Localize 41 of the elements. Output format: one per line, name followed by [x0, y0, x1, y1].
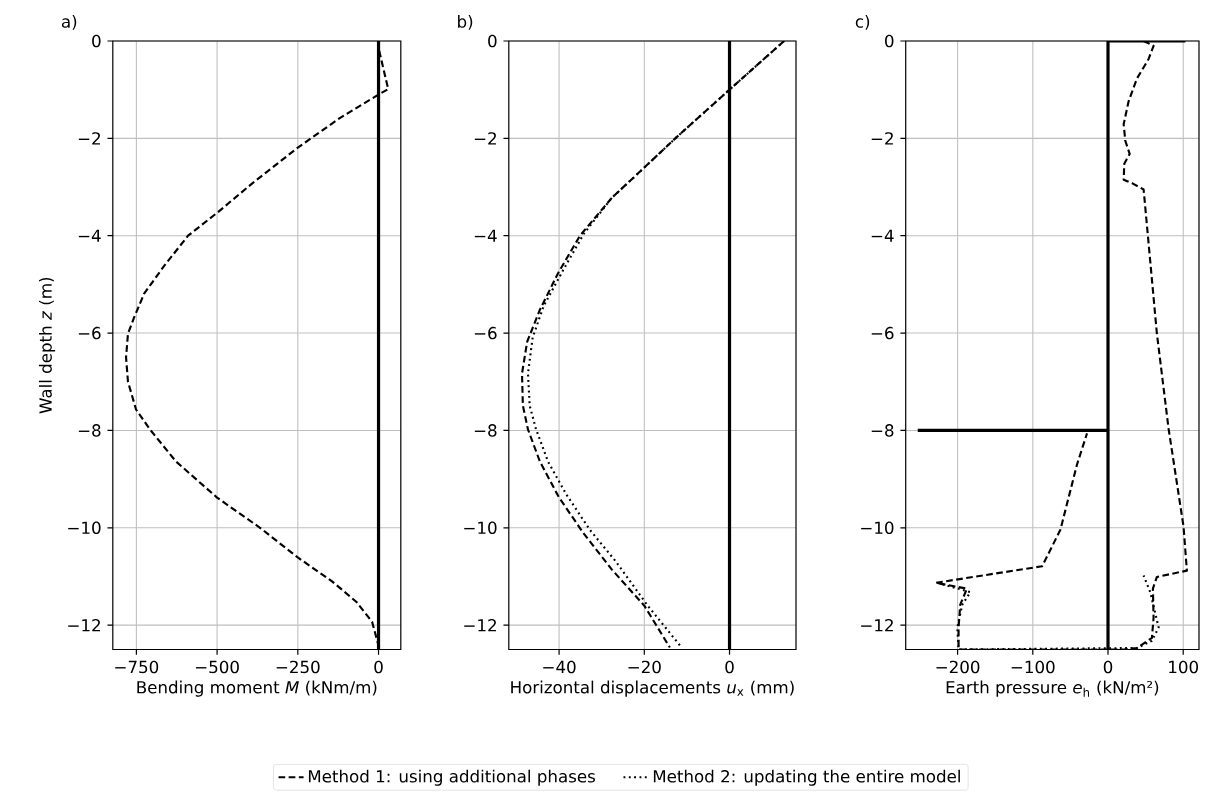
x-tick-label: 0 [374, 660, 383, 674]
y-tick-label: −4 [871, 229, 894, 242]
y-tick-label: −4 [78, 229, 101, 242]
x-axis-title: Earth pressure e$_{h}$ (kN/m²) [946, 680, 1159, 697]
x-axis-title: Bending moment M (kNm/m) [137, 680, 377, 697]
y-tick-label: 0 [488, 34, 497, 48]
y-tick-label: −2 [474, 132, 496, 145]
x-tick-label: 0 [725, 660, 734, 674]
x-tick-label: −40 [543, 660, 576, 674]
y-tick-label: −6 [78, 326, 101, 340]
y-tick-label: −4 [474, 229, 497, 242]
y-tick-label: −2 [871, 132, 893, 145]
y-tick-label: −8 [78, 424, 101, 437]
x-tick-label: 100 [1169, 660, 1198, 674]
chart-title: c) [855, 14, 870, 30]
chart-title: b) [458, 14, 473, 30]
x-axis-title: Horizontal displacements u$_{x}$ (mm) [511, 680, 794, 697]
legend-label: Method 2: updating the entire model [653, 769, 960, 786]
x-tick-label: −100 [1011, 660, 1055, 674]
y-tick-label: −2 [78, 132, 100, 145]
y-tick-label: −8 [474, 424, 497, 437]
legend-label: Method 1: using additional phases [308, 769, 595, 786]
y-tick-label: −12 [68, 618, 100, 632]
x-tick-label: 0 [1103, 660, 1113, 674]
y-tick-label: −8 [871, 424, 894, 437]
y-tick-label: −10 [68, 521, 101, 535]
y-tick-label: −6 [871, 326, 894, 340]
y-tick-label: −12 [464, 618, 496, 632]
y-axis-title: Wall depth z (m) [38, 277, 56, 414]
x-tick-label: −250 [276, 660, 320, 674]
y-tick-label: −10 [861, 521, 894, 535]
chart-title: a) [61, 14, 77, 30]
y-tick-label: −6 [474, 326, 497, 340]
y-tick-label: 0 [92, 34, 101, 48]
y-tick-label: −10 [464, 521, 497, 535]
x-tick-label: −500 [195, 660, 239, 674]
x-tick-label: −750 [115, 660, 159, 674]
y-tick-label: 0 [885, 34, 894, 48]
x-tick-label: −200 [936, 660, 980, 674]
y-tick-label: −12 [861, 618, 893, 632]
x-tick-label: −20 [628, 660, 661, 674]
